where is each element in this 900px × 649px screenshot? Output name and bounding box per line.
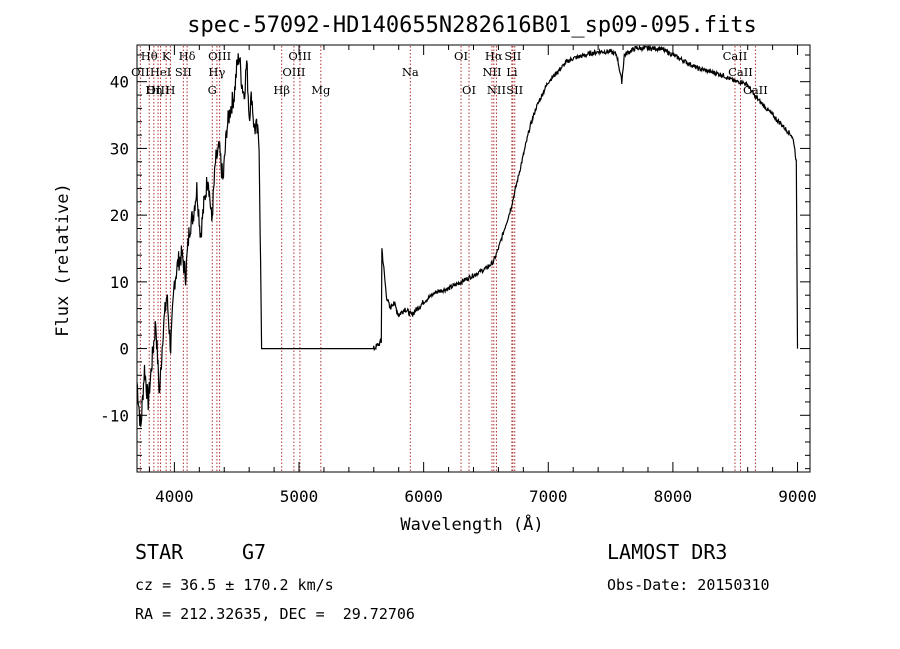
emission-line-label: Na (402, 65, 419, 79)
y-tick-label: 0 (119, 340, 129, 359)
emission-line-label: OIII (147, 83, 170, 97)
emission-line-label: SII (175, 65, 192, 79)
emission-line-label: Hδ (179, 49, 196, 63)
y-tick-label: 20 (110, 206, 129, 225)
emission-line-label: CaII (723, 49, 748, 63)
y-tick-label: 10 (110, 273, 129, 292)
x-tick-label: 6000 (404, 487, 443, 506)
emission-line-label: Hη (145, 83, 162, 97)
y-tick-label: 30 (110, 139, 129, 158)
y-tick-label: 40 (110, 73, 129, 92)
emission-line-label: SII (506, 83, 523, 97)
x-tick-label: 5000 (280, 487, 319, 506)
emission-line-label: NII (482, 65, 501, 79)
emission-line-label: Hθ (141, 49, 158, 63)
plot-frame (136, 44, 811, 473)
x-tick-label: 8000 (654, 487, 693, 506)
emission-line-label: H (165, 83, 175, 97)
emission-line-label: Hγ (208, 65, 225, 79)
emission-line-label: OIII (208, 49, 231, 63)
object-type: STAR (135, 540, 184, 564)
emission-line-label: G (208, 83, 217, 97)
observation-date: Obs-Date: 20150310 (607, 576, 770, 594)
emission-line-label: OIII (282, 65, 305, 79)
emission-line-label: Hα (485, 49, 503, 63)
emission-line-label: OI (454, 49, 468, 63)
x-tick-label: 9000 (778, 487, 817, 506)
emission-line-label: Li (506, 65, 518, 79)
x-axis-label: Wavelength (Å) (400, 513, 543, 535)
emission-line-label: K (162, 49, 171, 63)
emission-line-label: SII (504, 49, 521, 63)
x-tick-label: 7000 (529, 487, 568, 506)
survey-name: LAMOST DR3 (607, 540, 728, 564)
spectrum-series-line (136, 44, 799, 427)
coordinates-readout: RA = 212.32635, DEC = 29.72706 (135, 605, 415, 623)
emission-line-markers (139, 46, 756, 471)
emission-line-label: Hβ (273, 83, 290, 97)
emission-line-label: Mg (311, 83, 331, 97)
spectral-subclass: G7 (242, 540, 267, 564)
emission-line-label: HeI (150, 65, 171, 79)
emission-line-label: OI (462, 83, 476, 97)
y-axis-label: Flux (relative) (53, 183, 73, 337)
chart-title: spec-57092-HD140655N282616B01_sp09-095.f… (187, 13, 757, 38)
axis-ticks: 4000 5000 6000 7000 8000 9000 -10 0 10 20 30 40 (100, 45, 817, 506)
emission-line-label: NII (487, 83, 506, 97)
emission-line-label: OII (131, 65, 150, 79)
emission-line-label: CaII (728, 65, 753, 79)
y-tick-label: -10 (100, 406, 129, 425)
redshift-readout: cz = 36.5 ± 170.2 km/s (135, 576, 334, 594)
x-tick-label: 4000 (155, 487, 194, 506)
emission-line-label: OIII (288, 49, 311, 63)
